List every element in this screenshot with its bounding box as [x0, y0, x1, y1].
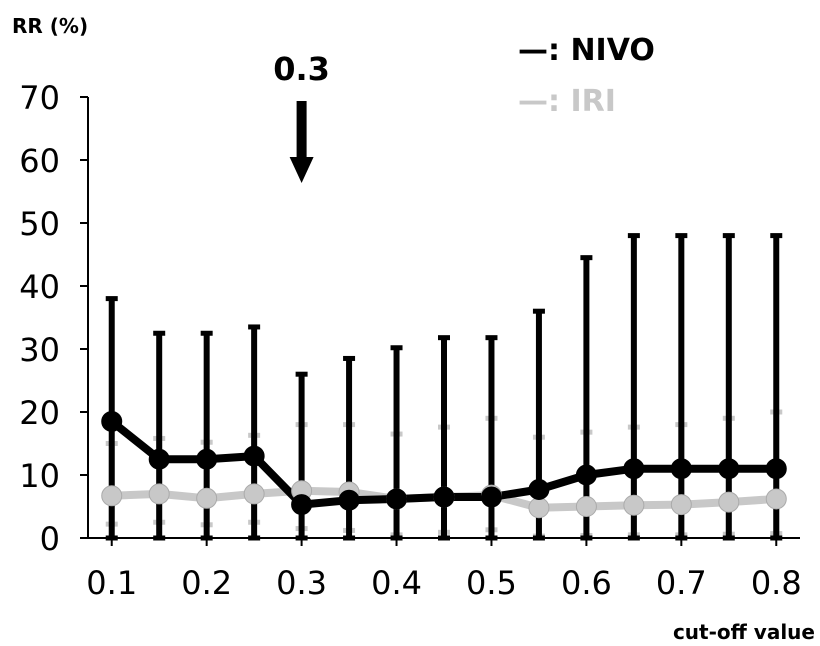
y-tick-label: 0: [40, 520, 60, 558]
y-tick-label: 40: [19, 268, 60, 306]
data-point-iri: [765, 488, 787, 510]
data-point-iri: [623, 494, 645, 516]
legend-item-nivo: —: NIVO: [518, 33, 655, 68]
annotation-label: 0.3: [273, 50, 330, 88]
x-tick-label: 0.6: [561, 564, 612, 602]
arrow-head: [289, 157, 314, 183]
y-tick-label: 30: [19, 331, 60, 369]
data-point-nivo: [291, 494, 313, 516]
data-point-nivo: [670, 458, 692, 480]
annotation-arrow-icon: [289, 101, 314, 183]
data-point-nivo: [243, 445, 265, 467]
axes: 0 10 20 30 40 50 60 70 0.1 0.2 0.3 0.4 0.5 0.6 0.7 0.8: [19, 79, 801, 602]
annotation: 0.3: [273, 50, 330, 183]
data-point-iri: [718, 491, 740, 513]
y-axis-label: RR (%): [12, 14, 88, 38]
error-bars: [105, 233, 783, 541]
legend-label-iri: —: IRI: [518, 84, 616, 119]
data-point-iri: [101, 485, 123, 507]
x-tick-label: 0.5: [466, 564, 517, 602]
data-point-nivo: [480, 486, 502, 508]
x-tick-label: 0.1: [86, 564, 137, 602]
series-points: [101, 410, 787, 519]
data-point-iri: [670, 494, 692, 516]
data-point-nivo: [433, 486, 455, 508]
data-point-nivo: [386, 488, 408, 510]
legend-item-iri: —: IRI: [518, 84, 616, 119]
data-point-iri: [196, 487, 218, 509]
x-tick-label: 0.3: [276, 564, 327, 602]
x-tick-label: 0.4: [371, 564, 422, 602]
data-point-nivo: [765, 458, 787, 480]
data-point-iri: [575, 496, 597, 517]
y-tick-label: 70: [19, 79, 60, 117]
data-point-iri: [148, 483, 170, 505]
data-point-nivo: [575, 464, 597, 486]
x-tick-label: 0.7: [656, 564, 707, 602]
arrow-shaft: [296, 101, 307, 159]
y-tick-label: 60: [19, 142, 60, 180]
data-point-nivo: [101, 410, 123, 432]
data-point-nivo: [718, 458, 740, 480]
data-point-iri: [528, 497, 550, 519]
data-point-nivo: [338, 489, 360, 511]
y-tick-label: 50: [19, 205, 60, 243]
legend-label-nivo: —: NIVO: [518, 33, 655, 68]
data-point-nivo: [528, 478, 550, 500]
x-axis-label: cut-off value: [673, 620, 815, 644]
data-point-nivo: [196, 448, 218, 470]
legend: —: NIVO —: IRI: [518, 33, 655, 119]
y-tick-label: 10: [19, 457, 60, 495]
x-tick-label: 0.2: [181, 564, 232, 602]
y-tick-label: 20: [19, 394, 60, 432]
x-tick-label: 0.8: [751, 564, 802, 602]
data-point-nivo: [148, 448, 170, 470]
data-point-nivo: [623, 458, 645, 480]
data-point-iri: [243, 483, 265, 505]
